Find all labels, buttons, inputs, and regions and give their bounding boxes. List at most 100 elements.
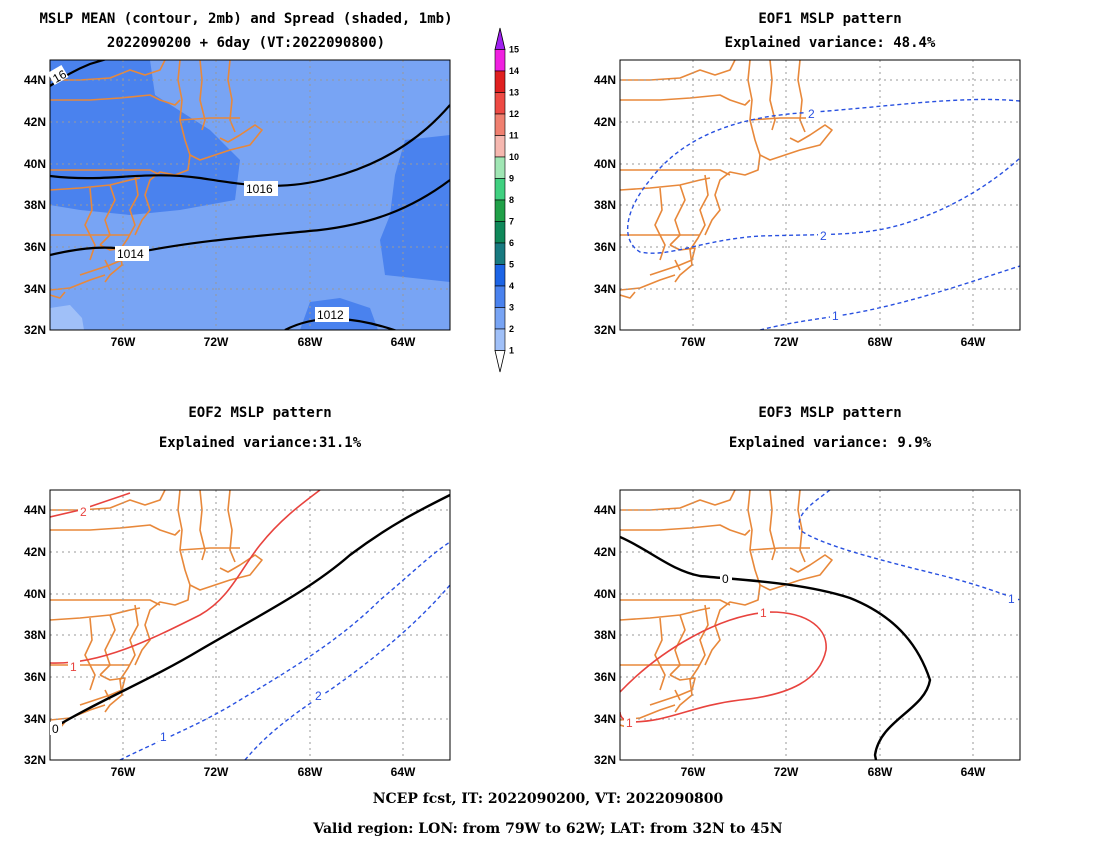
colorbar-level-label: 12 <box>509 109 519 119</box>
lat-tick-label: 40N <box>594 587 616 601</box>
lon-tick-label: 72W <box>774 335 799 349</box>
eof2-contour-pos1 <box>50 490 321 664</box>
panel-eof3-title-1: EOF3 MSLP pattern <box>758 405 901 421</box>
panel-eof2-title-1: EOF2 MSLP pattern <box>188 405 331 421</box>
lat-tick-label: 36N <box>24 240 46 254</box>
lat-tick-label: 42N <box>24 545 46 559</box>
lon-tick-label: 64W <box>961 765 986 779</box>
lat-tick-label: 32N <box>24 323 46 337</box>
colorbar-swatch <box>494 49 506 72</box>
eof2-contour-neg2 <box>244 584 450 760</box>
panel-eof2: EOF2 MSLP pattern Explained variance:31.… <box>49 405 451 761</box>
lat-tick-label: 38N <box>594 198 616 212</box>
panel-eof3-map <box>620 490 1020 760</box>
colorbar-swatch <box>494 199 506 222</box>
panel-eof1-map <box>620 60 1020 330</box>
panel-mslp-title-2: 2022090200 + 6day (VT:2022090800) <box>107 35 385 51</box>
lon-tick-label: 72W <box>204 765 229 779</box>
lat-tick-label: 42N <box>24 115 46 129</box>
colorbar-level-label: 14 <box>509 66 519 76</box>
lat-tick-label: 44N <box>24 503 46 517</box>
panel-eof3-title-2: Explained variance: 9.9% <box>729 435 932 451</box>
lat-tick-label: 34N <box>594 282 616 296</box>
lon-tick-label: 76W <box>681 765 706 779</box>
panel-eof1: EOF1 MSLP pattern Explained variance: 48… <box>619 11 1021 331</box>
contour-label: 2 <box>80 505 87 519</box>
panel-mslp-contour-labels: 16 1016 1014 1012 <box>47 64 349 322</box>
contour-label: 1 <box>760 606 767 620</box>
colorbar-arrow-bottom <box>494 350 506 373</box>
colorbar-level-label: 1 <box>509 346 514 356</box>
lat-tick-label: 42N <box>594 115 616 129</box>
lat-tick-label: 34N <box>24 282 46 296</box>
contour-label: 2 <box>820 229 827 243</box>
lat-tick-label: 44N <box>24 73 46 87</box>
contour-label: 1 <box>1008 592 1015 606</box>
contour-label: 1 <box>832 309 839 323</box>
lat-tick-label: 38N <box>24 628 46 642</box>
isobar-1014 <box>50 179 450 257</box>
colorbar-level-label: 2 <box>509 324 514 334</box>
eof3-contour-zero <box>620 535 932 760</box>
colorbar-level-label: 6 <box>509 238 514 248</box>
colorbar-level-label: 15 <box>509 45 519 55</box>
panel-eof3: EOF3 MSLP pattern Explained variance: 9.… <box>619 405 1021 761</box>
lon-tick-label: 68W <box>298 765 323 779</box>
lat-tick-label: 38N <box>594 628 616 642</box>
colorbar-level-label: 10 <box>509 152 519 162</box>
lat-tick-label: 34N <box>594 712 616 726</box>
colorbar-swatch <box>494 264 506 287</box>
eof3-contour-neg1 <box>798 490 1020 601</box>
colorbar-swatch <box>494 135 506 158</box>
colorbar-swatch <box>494 113 506 136</box>
contour-label: 0 <box>52 722 59 736</box>
contour-label: 1 <box>626 716 633 730</box>
lat-tick-label: 40N <box>594 157 616 171</box>
panel-eof1-title-1: EOF1 MSLP pattern <box>758 11 901 27</box>
contour-label: 1 <box>160 730 167 744</box>
colorbar-swatch <box>494 328 506 351</box>
colorbar-swatch <box>494 221 506 244</box>
lat-tick-label: 32N <box>594 753 616 767</box>
lat-tick-label: 34N <box>24 712 46 726</box>
panel-eof1-title-2: Explained variance: 48.4% <box>725 35 936 51</box>
colorbar-level-label: 3 <box>509 303 514 313</box>
contour-label: 2 <box>315 689 322 703</box>
lon-tick-label: 64W <box>391 765 416 779</box>
panel-mslp-title-1: MSLP MEAN (contour, 2mb) and Spread (sha… <box>39 11 452 27</box>
lon-tick-label: 64W <box>391 335 416 349</box>
panel-eof2-map <box>50 490 450 760</box>
contour-label: 1014 <box>117 247 144 261</box>
eof1-contour-neg2 <box>626 98 1020 254</box>
colorbar-swatch <box>494 307 506 330</box>
eof1-contour-neg1 <box>759 265 1020 330</box>
contour-label: 0 <box>722 572 729 586</box>
colorbar-level-label: 9 <box>509 174 514 184</box>
lat-tick-label: 36N <box>24 670 46 684</box>
lon-tick-label: 76W <box>111 335 136 349</box>
colorbar-level-label: 5 <box>509 260 514 270</box>
lon-tick-label: 68W <box>868 335 893 349</box>
lat-tick-label: 44N <box>594 73 616 87</box>
colorbar-swatch <box>494 285 506 308</box>
colorbar-level-label: 7 <box>509 217 514 227</box>
axis-tick-labels: 76W 72W 68W 64W 44N 42N 40N 38N 36N 34N 32N 76W 72W 6… <box>24 73 986 779</box>
footer-forecast-info: NCEP fcst, IT: 2022090200, VT: 202209080… <box>373 791 724 807</box>
eof2-contour-neg1 <box>119 541 450 760</box>
colorbar-swatch <box>494 156 506 179</box>
lat-tick-label: 36N <box>594 670 616 684</box>
lat-tick-label: 38N <box>24 198 46 212</box>
contour-label: 1 <box>70 660 77 674</box>
contour-label: 1012 <box>317 308 344 322</box>
colorbar-swatch <box>494 92 506 115</box>
contour-label: 1016 <box>246 182 273 196</box>
lat-tick-label: 40N <box>24 157 46 171</box>
colorbar-swatch <box>494 70 506 93</box>
colorbar-level-label: 4 <box>509 281 514 291</box>
lon-tick-label: 76W <box>111 765 136 779</box>
lon-tick-label: 72W <box>204 335 229 349</box>
lon-tick-label: 68W <box>298 335 323 349</box>
contour-label: 16 <box>50 67 69 86</box>
